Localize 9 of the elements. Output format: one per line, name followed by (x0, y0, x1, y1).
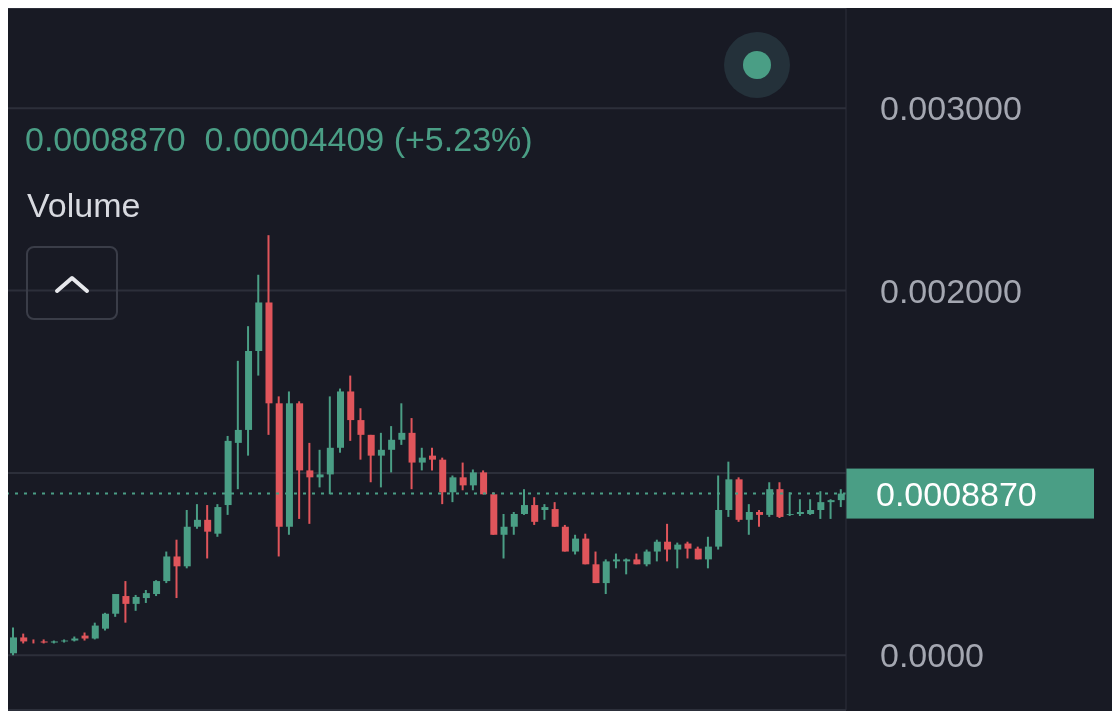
candlestick (316, 449, 324, 488)
y-tick-label: 0.003000 (880, 89, 1022, 128)
y-tick-label: 0.0000 (880, 636, 984, 675)
y-tick-label: 0.002000 (880, 271, 1022, 310)
candlestick (306, 442, 314, 524)
annotation: Volume (27, 186, 141, 225)
ref-line-label: 0.0008870 (876, 474, 1037, 513)
text: 0.0008870 0.00004409 (+5.23%) (25, 120, 533, 159)
candlestick (827, 499, 835, 519)
